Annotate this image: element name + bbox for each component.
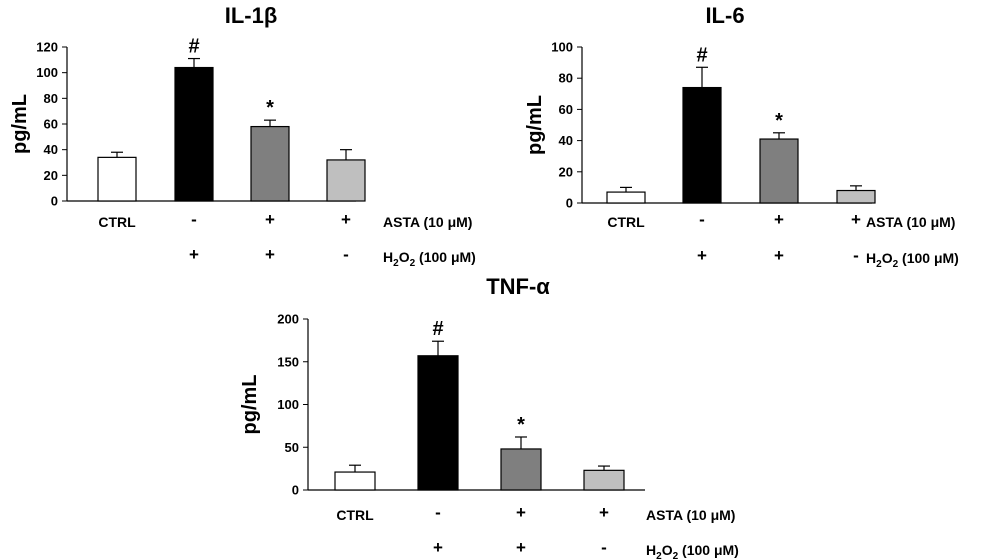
treatment-sign: -	[853, 246, 859, 265]
h2o2-sub2: 2	[893, 259, 899, 270]
chart-title: TNF-α	[486, 274, 550, 299]
bar	[334, 471, 376, 491]
bar	[583, 469, 625, 491]
chart-1: IL-1β pg/mL 0 20 40 60 80 100 120 # * CTRL - + + + + - AST…	[9, 3, 476, 269]
h2o2-suffix: (100 μM)	[415, 249, 476, 265]
treatment-sign: +	[516, 538, 526, 557]
chart-3: TNF-α pg/mL 0 50 100 150 200 # * CTRL - + + + + - ASTA (…	[239, 274, 739, 560]
h2o2-h: H	[383, 249, 393, 265]
treatment-sign: -	[435, 503, 441, 522]
treatment-sign: +	[774, 246, 784, 265]
asta-row-label: ASTA (10 μM)	[646, 507, 735, 523]
y-tick-label: 20	[44, 168, 58, 183]
h2o2-sub1: 2	[656, 551, 662, 560]
significance-star: *	[775, 110, 783, 132]
y-axis-label: pg/mL	[524, 95, 546, 155]
category-label: CTRL	[336, 507, 374, 523]
treatment-sign: +	[697, 246, 707, 265]
y-tick-label: 60	[559, 102, 573, 117]
bar	[417, 355, 459, 491]
y-tick-label: 80	[44, 91, 58, 106]
y-tick-label: 100	[277, 397, 299, 412]
significance-star: *	[266, 97, 274, 119]
y-axis-label: pg/mL	[9, 94, 31, 154]
category-label: CTRL	[98, 214, 136, 230]
h2o2-h: H	[866, 250, 876, 266]
bar	[97, 156, 137, 202]
y-tick-label: 200	[277, 312, 299, 327]
h2o2-sub1: 2	[393, 258, 399, 269]
y-tick-label: 50	[285, 440, 299, 455]
y-tick-label: 40	[44, 142, 58, 157]
y-tick-label: 20	[559, 164, 573, 179]
asta-row-label: ASTA (10 μM)	[866, 214, 955, 230]
y-tick-label: 150	[277, 354, 299, 369]
category-label: CTRL	[607, 214, 645, 230]
treatment-sign: +	[265, 245, 275, 264]
treatment-sign: +	[774, 210, 784, 229]
y-tick-label: 80	[559, 71, 573, 86]
treatment-sign: -	[343, 245, 349, 264]
h2o2-o: O	[882, 250, 893, 266]
bar	[682, 86, 722, 204]
treatment-sign: +	[341, 210, 351, 229]
chart-title: IL-1β	[225, 3, 278, 28]
y-tick-label: 0	[566, 196, 573, 211]
treatment-sign: -	[601, 538, 607, 557]
treatment-sign: +	[851, 210, 861, 229]
h2o2-suffix: (100 μM)	[898, 250, 959, 266]
treatment-sign: +	[433, 538, 443, 557]
h2o2-sub2: 2	[673, 551, 679, 560]
significance-star: *	[517, 414, 525, 436]
treatment-sign: -	[191, 210, 197, 229]
treatment-sign: +	[599, 503, 609, 522]
h2o2-suffix: (100 μM)	[678, 542, 739, 558]
treatment-sign: -	[699, 210, 705, 229]
y-tick-label: 100	[551, 40, 573, 55]
h2o2-o: O	[399, 249, 410, 265]
asta-row-label: ASTA (10 μM)	[383, 214, 472, 230]
treatment-sign: +	[265, 210, 275, 229]
bar	[326, 159, 366, 202]
bar	[174, 66, 214, 202]
y-tick-label: 100	[36, 65, 58, 80]
significance-hash: #	[188, 36, 199, 58]
y-tick-label: 120	[36, 40, 58, 55]
bar	[250, 125, 290, 202]
h2o2-h: H	[646, 542, 656, 558]
h2o2-row-label: H2O2 (100 μM)	[866, 250, 959, 270]
y-tick-label: 0	[51, 194, 58, 209]
bar	[836, 189, 876, 204]
significance-hash: #	[696, 44, 707, 66]
y-axis-label: pg/mL	[239, 375, 261, 435]
y-tick-label: 0	[292, 483, 299, 498]
bar	[500, 448, 542, 491]
h2o2-sub1: 2	[876, 259, 882, 270]
h2o2-o: O	[662, 542, 673, 558]
significance-hash: #	[432, 318, 443, 340]
treatment-sign: +	[516, 503, 526, 522]
bar	[606, 191, 646, 204]
chart-title: IL-6	[705, 3, 744, 28]
h2o2-row-label: H2O2 (100 μM)	[646, 542, 739, 560]
y-tick-label: 40	[559, 133, 573, 148]
h2o2-sub2: 2	[410, 258, 416, 269]
y-tick-label: 60	[44, 117, 58, 132]
treatment-sign: +	[189, 245, 199, 264]
bar	[759, 138, 799, 204]
h2o2-row-label: H2O2 (100 μM)	[383, 249, 476, 269]
